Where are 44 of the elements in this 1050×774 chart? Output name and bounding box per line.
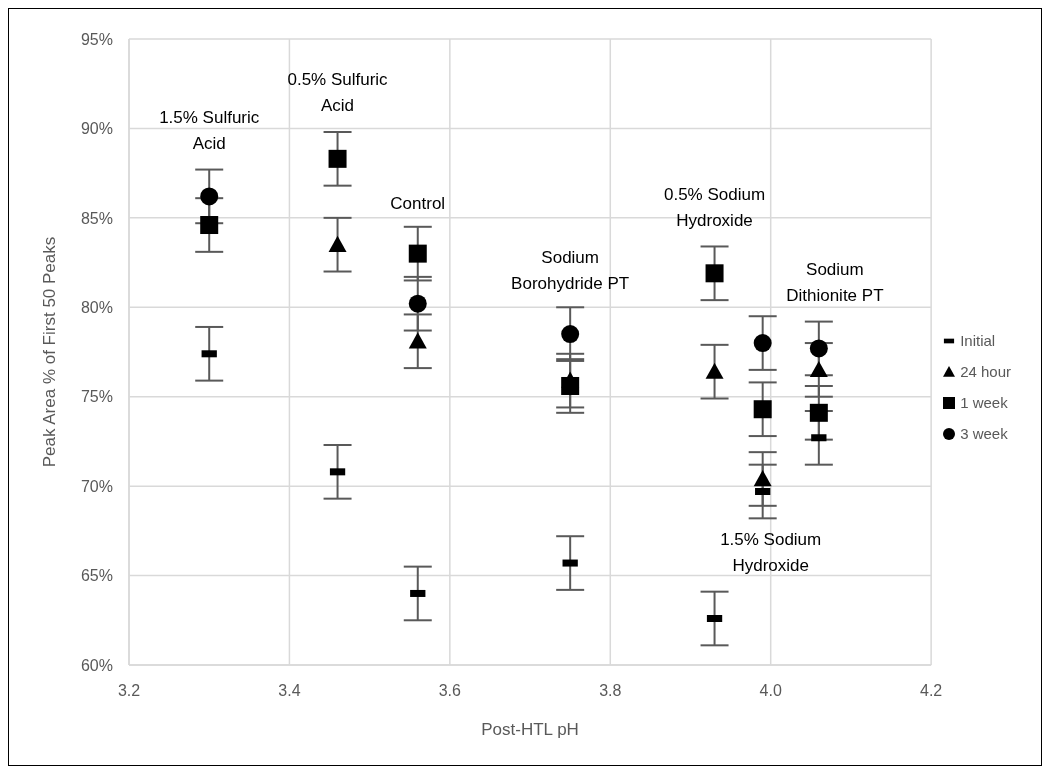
point [328, 235, 347, 252]
point [408, 294, 427, 313]
y-tick-label: 60% [80, 656, 113, 674]
annotation: Control [390, 194, 446, 214]
x-tick-label: 3.8 [599, 682, 622, 700]
annotation: 1.5% Sulfuric Acid [159, 108, 260, 154]
legend-label: Initial [960, 332, 996, 349]
point [809, 339, 828, 358]
point [200, 187, 219, 206]
y-tick-label: 90% [80, 120, 113, 138]
y-tick-label: 85% [80, 209, 113, 227]
point [200, 216, 219, 235]
annotation: Sodium Dithionite PT [786, 260, 884, 306]
x-tick-label: 4.0 [759, 682, 782, 700]
point [705, 362, 724, 379]
legend-label: 1 week [960, 394, 1008, 411]
x-tick-label: 3.2 [117, 682, 141, 700]
x-axis-title: Post-HTL pH [481, 720, 579, 739]
y-tick-label: 70% [80, 477, 113, 495]
point [408, 332, 427, 349]
point [408, 244, 427, 263]
annotation: 0.5% Sulfuric Acid [287, 70, 389, 116]
y-tick-label: 65% [80, 567, 113, 585]
x-tick-label: 3.4 [278, 682, 301, 700]
x-tick-label: 3.6 [438, 682, 462, 700]
point [753, 469, 772, 487]
y-tick-label: 95% [80, 30, 113, 48]
legend-label: 3 week [960, 425, 1008, 442]
y-tick-label: 75% [80, 388, 113, 406]
point [561, 325, 580, 344]
point [753, 400, 772, 419]
legend-label: 24 hour [960, 363, 1011, 380]
y-axis-title: Peak Area % of First 50 Peaks [40, 236, 60, 468]
point [753, 334, 772, 353]
x-tick-label: 4.2 [920, 682, 943, 700]
point [328, 149, 347, 168]
point [561, 376, 580, 395]
point [809, 403, 828, 422]
annotation: Sodium Borohydride PT [511, 248, 630, 293]
y-tick-label: 80% [80, 298, 113, 316]
point [705, 264, 724, 283]
annotation: 0.5% Sodium Hydroxide [663, 185, 766, 231]
point [809, 360, 828, 378]
annotation: 1.5% Sodium Hydroxide [720, 530, 822, 576]
